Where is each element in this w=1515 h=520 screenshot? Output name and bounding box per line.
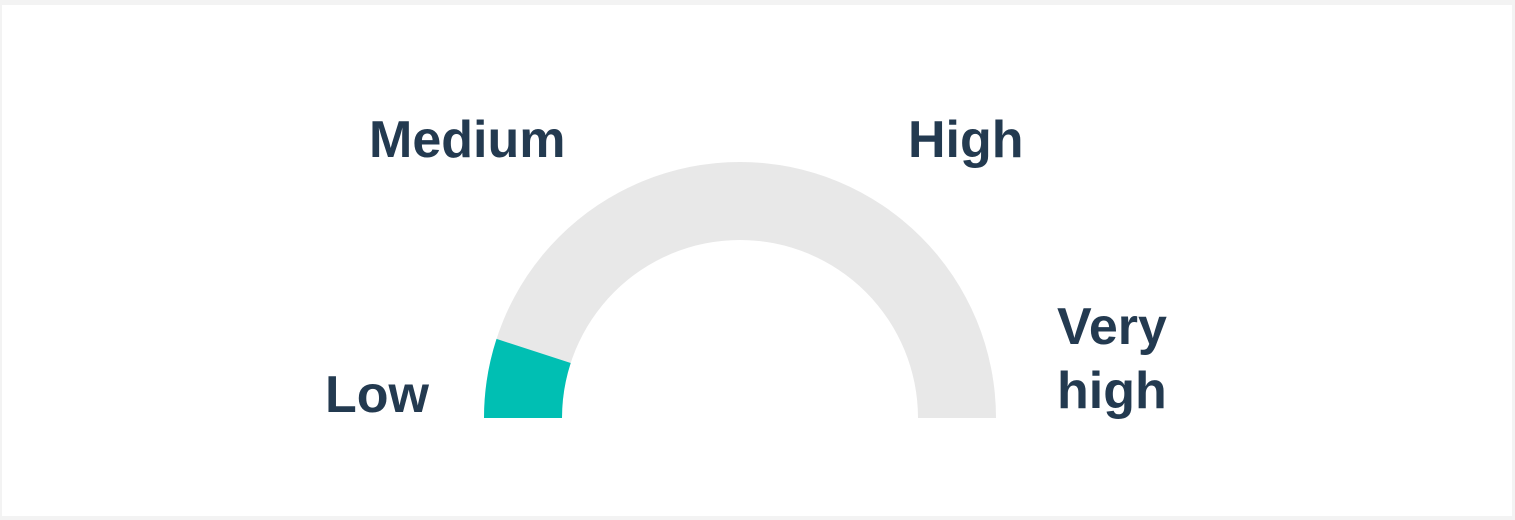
level-label-low: Low [325,366,429,424]
gauge-chart [484,162,996,418]
level-label-medium: Medium [369,111,566,169]
gauge-track [484,162,996,418]
level-label-very-high: Very high [1057,298,1167,420]
level-label-high: High [908,111,1024,169]
gauge-card: Low Medium High Very high [2,5,1512,516]
gauge-fill [484,338,571,418]
